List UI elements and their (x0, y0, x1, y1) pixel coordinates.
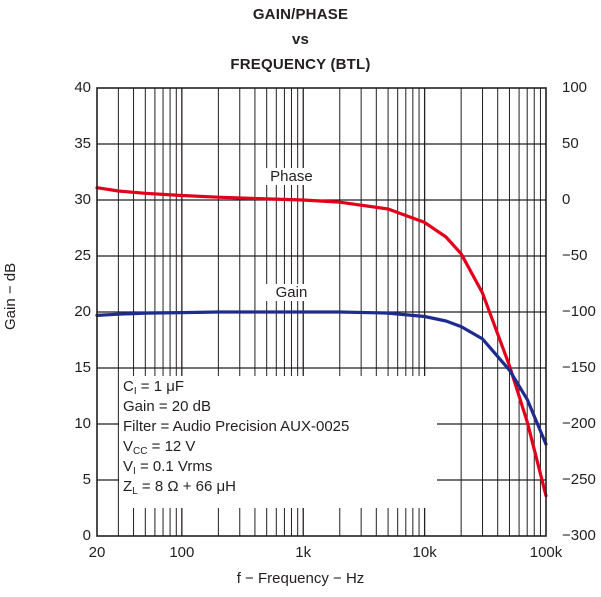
y-axis-label: Gain − dB (2, 262, 19, 330)
condition-line: VCC = 12 V (123, 438, 196, 457)
y-left-tick-label: 20 (74, 303, 91, 320)
condition-line: VI = 0.1 Vrms (123, 458, 213, 477)
chart-title-line-1: GAIN/PHASE (252, 6, 349, 23)
chart-title-line-3: FREQUENCY (BTL) (230, 56, 371, 73)
y-right-tick-label: 100 (562, 79, 588, 96)
y-left-tick-label: 30 (74, 191, 91, 208)
condition-line: ZL = 8 Ω + 66 μH (123, 478, 236, 497)
condition-line: Filter = Audio Precision AUX-0025 (123, 418, 350, 435)
plot-frame (96, 87, 547, 537)
y-right-tick-label: −150 (562, 359, 596, 376)
y-right-tick-label: −300 (562, 527, 596, 544)
series-line-gain (95, 310, 548, 446)
annotation-background (119, 376, 437, 508)
x-tick-label: 10k (412, 544, 437, 561)
y-right-tick-label: −100 (562, 303, 596, 320)
x-tick-label: 20 (88, 544, 106, 561)
y-left-tick-label: 15 (74, 359, 91, 376)
x-tick-label: 100 (169, 544, 195, 561)
y-left-tick-label: 40 (74, 79, 91, 96)
series-line-phase (95, 186, 548, 498)
y-left-tick-label: 10 (74, 415, 91, 432)
x-axis-label: f − Frequency − Hz (236, 570, 365, 587)
y-left-tick-label: 0 (82, 527, 91, 544)
y-left-tick-label: 25 (74, 247, 91, 264)
y-right-tick-label: 0 (562, 191, 571, 208)
condition-line: CI = 1 μF (123, 378, 185, 397)
chart-title-line-2: vs (291, 31, 310, 48)
phase-curve-label: Phase (261, 168, 322, 185)
x-tick-label: 100k (529, 544, 563, 561)
y-left-tick-label: 5 (82, 471, 91, 488)
y-right-tick-label: −250 (562, 471, 596, 488)
gain-curve-label: Gain (261, 284, 322, 301)
y-right-tick-label: −200 (562, 415, 596, 432)
x-tick-label: 1k (295, 544, 312, 561)
y-right-tick-label: 50 (562, 135, 579, 152)
condition-line: Gain = 20 dB (123, 398, 211, 415)
y-right-tick-label: −50 (562, 247, 588, 264)
y-left-tick-label: 35 (74, 135, 91, 152)
